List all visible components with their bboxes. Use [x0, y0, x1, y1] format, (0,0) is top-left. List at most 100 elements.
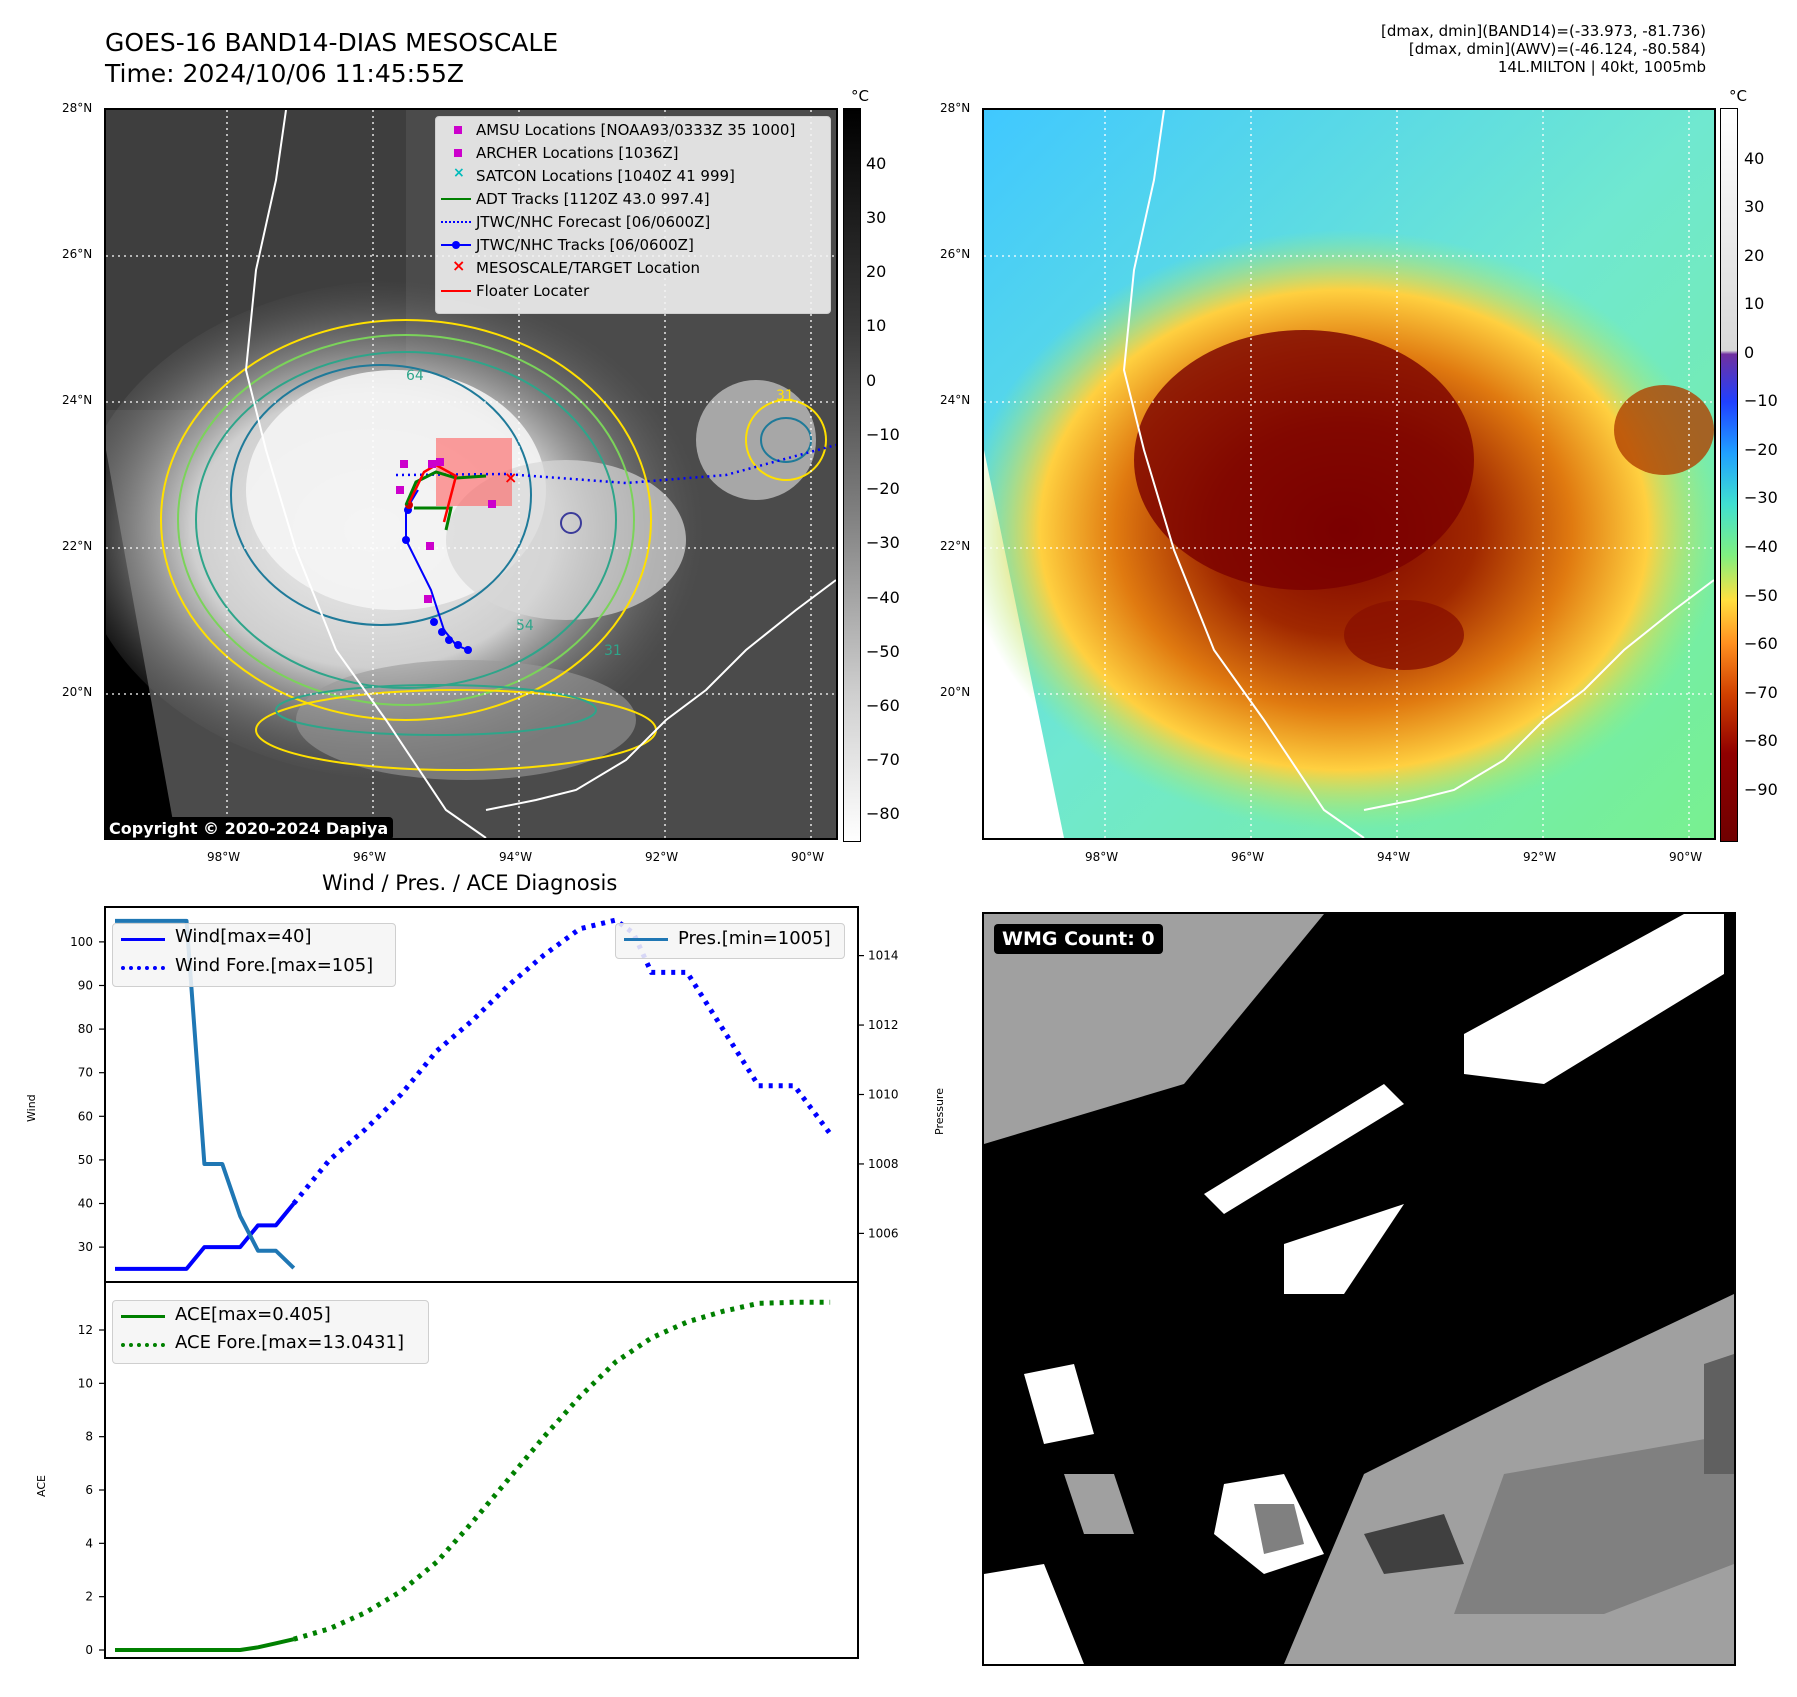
- colorbar-tick: −20: [866, 479, 900, 498]
- colorbar-tick: −50: [1744, 586, 1778, 605]
- lon-tick: 96°W: [1231, 850, 1265, 864]
- colorbar-tick: 30: [866, 208, 887, 227]
- lat-tick: 20°N: [62, 685, 93, 699]
- y-tick-label: 50: [78, 1153, 93, 1167]
- diagnosis-title: Wind / Pres. / ACE Diagnosis: [322, 871, 618, 895]
- y-tick-label: 4: [85, 1536, 93, 1550]
- lon-tick: 92°W: [645, 850, 679, 864]
- target-marker: ×: [504, 468, 517, 487]
- legend-square-icon: [454, 126, 462, 134]
- colorbar-tick: −80: [866, 804, 900, 823]
- series-ace-fore-max-13-0431: [293, 1299, 831, 1642]
- lon-tick: 90°W: [791, 850, 825, 864]
- lat-tick: 28°N: [940, 101, 971, 115]
- y-tick-label: 1012: [868, 1018, 899, 1032]
- legend-line-icon: [121, 1315, 165, 1318]
- series-wind-max-40: [115, 1202, 296, 1271]
- colorbar-awv: [1720, 108, 1738, 842]
- y-tick-label: 2: [85, 1590, 93, 1604]
- legend-line-icon: [624, 938, 668, 941]
- y-tick-label: 6: [85, 1483, 93, 1497]
- y-tick-label: 30: [78, 1240, 93, 1254]
- lon-tick: 92°W: [1523, 850, 1557, 864]
- colorbar-tick: −10: [866, 425, 900, 444]
- figure-title: GOES-16 BAND14-DIAS MESOSCALE Time: 2024…: [105, 27, 558, 89]
- awv-map-image: [984, 110, 1714, 838]
- lon-tick: 98°W: [207, 850, 241, 864]
- legend-nhc: JTWC/NHC Tracks [06/0600Z]: [476, 236, 694, 254]
- colorbar-tick: −30: [866, 533, 900, 552]
- colorbar-tick: −60: [1744, 634, 1778, 653]
- wind-legend: Wind[max=40] Wind Fore.[max=105]: [112, 923, 396, 987]
- legend-forecast: JTWC/NHC Forecast [06/0600Z]: [476, 213, 711, 231]
- title-line-2: Time: 2024/10/06 11:45:55Z: [105, 59, 464, 88]
- contour-label: 31: [776, 388, 794, 404]
- legend-dotted-icon: [121, 966, 165, 970]
- colorbar-tick: −30: [1744, 488, 1778, 507]
- contour-label: 64: [406, 368, 424, 384]
- legend-line-icon: [441, 198, 471, 200]
- series-ace-max-0-405: [115, 1637, 295, 1652]
- forecast-track: [395, 443, 836, 485]
- lat-tick: 22°N: [940, 539, 971, 553]
- title-line-1: GOES-16 BAND14-DIAS MESOSCALE: [105, 28, 559, 57]
- colorbar-tick: 0: [866, 371, 877, 390]
- contour-label: 54: [516, 618, 534, 634]
- colorbar-tick: 0: [1744, 343, 1755, 362]
- legend-line-icon: [441, 290, 471, 292]
- wmg-image: [984, 914, 1734, 1664]
- lat-tick: 22°N: [62, 539, 93, 553]
- colorbar-gray: [843, 108, 861, 842]
- y-tick-label: 1008: [868, 1157, 899, 1171]
- info-line-3: 14L.MILTON | 40kt, 1005mb: [1497, 58, 1706, 76]
- lon-tick: 96°W: [353, 850, 387, 864]
- colorbar-tick: −80: [1744, 731, 1778, 750]
- lon-tick: 98°W: [1085, 850, 1119, 864]
- lat-tick: 28°N: [62, 101, 93, 115]
- lat-tick: 26°N: [940, 247, 971, 261]
- wmg-panel: WMG Count: 0: [982, 912, 1736, 1666]
- y-tick-label: 60: [78, 1109, 93, 1123]
- y-tick-label: 100: [70, 935, 93, 949]
- y-tick-label: 90: [78, 978, 93, 992]
- legend-dot-icon: [452, 241, 460, 249]
- y-tick-label: 40: [78, 1197, 93, 1211]
- wind-ylabel: Wind: [25, 1094, 38, 1122]
- colorbar-tick: 10: [866, 316, 887, 335]
- y-tick-label: 8: [85, 1430, 93, 1444]
- legend-wind: Wind[max=40]: [175, 926, 312, 947]
- lat-tick: 26°N: [62, 247, 93, 261]
- colorbar-tick: −40: [1744, 537, 1778, 556]
- colorbar-unit: °C: [1729, 87, 1747, 105]
- map-legend: AMSU Locations [NOAA93/0333Z 35 1000] AR…: [435, 116, 831, 314]
- coastline: [1122, 110, 1365, 838]
- lon-tick: 94°W: [1377, 850, 1411, 864]
- legend-line-icon: [121, 938, 165, 941]
- colorbar-tick: 20: [1744, 246, 1765, 265]
- ace-ylabel: ACE: [35, 1475, 48, 1497]
- legend-floater: Floater Locater: [476, 282, 590, 300]
- y-tick-label: 80: [78, 1022, 93, 1036]
- y-tick-label: 12: [78, 1323, 93, 1337]
- legend-adt: ADT Tracks [1120Z 43.0 997.4]: [476, 190, 710, 208]
- lat-tick: 20°N: [940, 685, 971, 699]
- legend-wind-fore: Wind Fore.[max=105]: [175, 955, 374, 976]
- pressure-ylabel: Pressure: [933, 1088, 946, 1135]
- colorbar-tick: −10: [1744, 391, 1778, 410]
- y-tick-label: 1014: [868, 949, 899, 963]
- legend-dotted-icon: [441, 221, 471, 223]
- colorbar-tick: 40: [1744, 149, 1765, 168]
- legend-ace: ACE[max=0.405]: [175, 1304, 331, 1325]
- y-tick-label: 1006: [868, 1226, 899, 1240]
- y-tick-label: 0: [85, 1643, 93, 1657]
- adt-track: [404, 470, 487, 506]
- legend-square-icon: [454, 149, 462, 157]
- lon-tick: 90°W: [1669, 850, 1703, 864]
- colorbar-tick: 10: [1744, 294, 1765, 313]
- coastline: [244, 110, 487, 838]
- legend-pres: Pres.[min=1005]: [678, 928, 831, 949]
- y-tick-label: 70: [78, 1066, 93, 1080]
- ir-map-panel: 64 31 54 31: [104, 108, 838, 840]
- legend-dotted-icon: [121, 1343, 165, 1347]
- y-tick-label: 10: [78, 1376, 93, 1390]
